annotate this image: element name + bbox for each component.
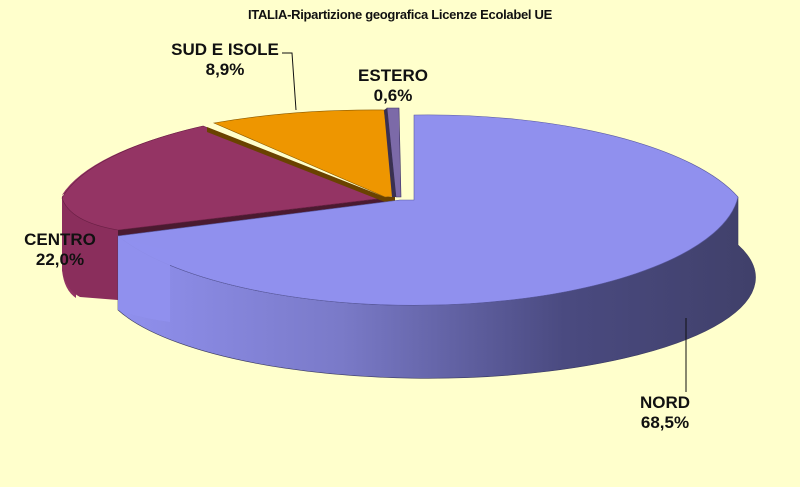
slice-estero[interactable] [384,107,402,198]
label-estero: ESTERO 0,6% [358,66,428,105]
chart-title: ITALIA-Ripartizione geografica Licenze E… [247,7,553,22]
slice-nord[interactable] [117,114,756,379]
label-sud-e-isole: SUD E ISOLE 8,9% [171,40,279,79]
label-nord: NORD 68,5% [639,393,691,432]
label-centro: CENTRO 22,0% [24,230,96,269]
leader-line-sud [282,52,297,111]
